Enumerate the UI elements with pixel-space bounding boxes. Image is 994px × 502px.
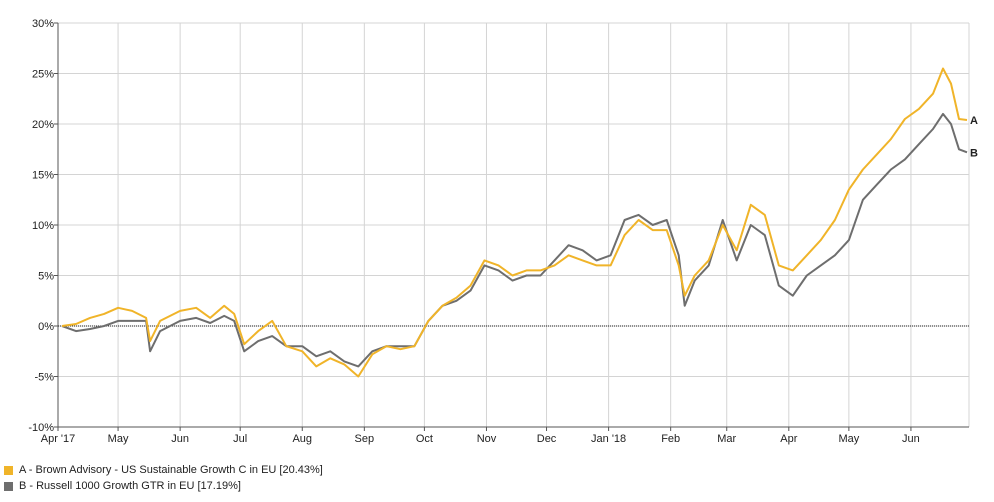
x-tick-label: Sep: [355, 433, 375, 445]
series-line-a: [61, 67, 968, 378]
end-label-b: B: [970, 147, 978, 159]
legend-label-a: A - Brown Advisory - US Sustainable Grow…: [19, 464, 323, 476]
x-tick-label: Jul: [233, 433, 247, 445]
x-tick-label: May: [108, 433, 129, 445]
x-tick-label: Nov: [477, 433, 497, 445]
x-tick-label: Aug: [292, 433, 312, 445]
axes: -10% -5% 0% 5% 10% 15% 20% 25% 30% Apr '17 May Jun J…: [28, 18, 969, 445]
y-tick-label: 15%: [32, 170, 54, 182]
y-tick-label: 5%: [38, 271, 54, 283]
x-tick-label: Jun: [171, 433, 189, 445]
x-tick-label: Apr '17: [41, 433, 76, 445]
series-lines: [61, 67, 968, 378]
y-tick-label: 20%: [32, 119, 54, 131]
series-line-b: [61, 112, 968, 368]
legend-swatch-b: [4, 481, 13, 491]
y-tick-label: -10%: [28, 422, 54, 434]
y-tick-label: 30%: [32, 18, 54, 30]
legend-swatch-a: [4, 465, 13, 475]
legend-label-b: B - Russell 1000 Growth GTR in EU [17.19…: [19, 480, 241, 492]
y-tick-label: -5%: [34, 372, 54, 384]
x-tick-label: Jun: [902, 433, 920, 445]
y-tick-label: 0%: [38, 321, 54, 333]
legend-item-a: A - Brown Advisory - US Sustainable Grow…: [4, 462, 323, 478]
legend: A - Brown Advisory - US Sustainable Grow…: [4, 462, 323, 494]
end-label-a: A: [970, 115, 978, 127]
x-tick-label: Jan '18: [591, 433, 626, 445]
end-labels: AB: [970, 115, 978, 159]
x-tick-label: Mar: [717, 433, 736, 445]
legend-item-b: B - Russell 1000 Growth GTR in EU [17.19…: [4, 478, 323, 494]
x-tick-label: Oct: [416, 433, 433, 445]
x-tick-label: Dec: [537, 433, 557, 445]
x-tick-label: May: [838, 433, 859, 445]
y-tick-label: 25%: [32, 69, 54, 81]
y-tick-label: 10%: [32, 220, 54, 232]
x-tick-label: Apr: [780, 433, 797, 445]
x-tick-label: Feb: [661, 433, 680, 445]
